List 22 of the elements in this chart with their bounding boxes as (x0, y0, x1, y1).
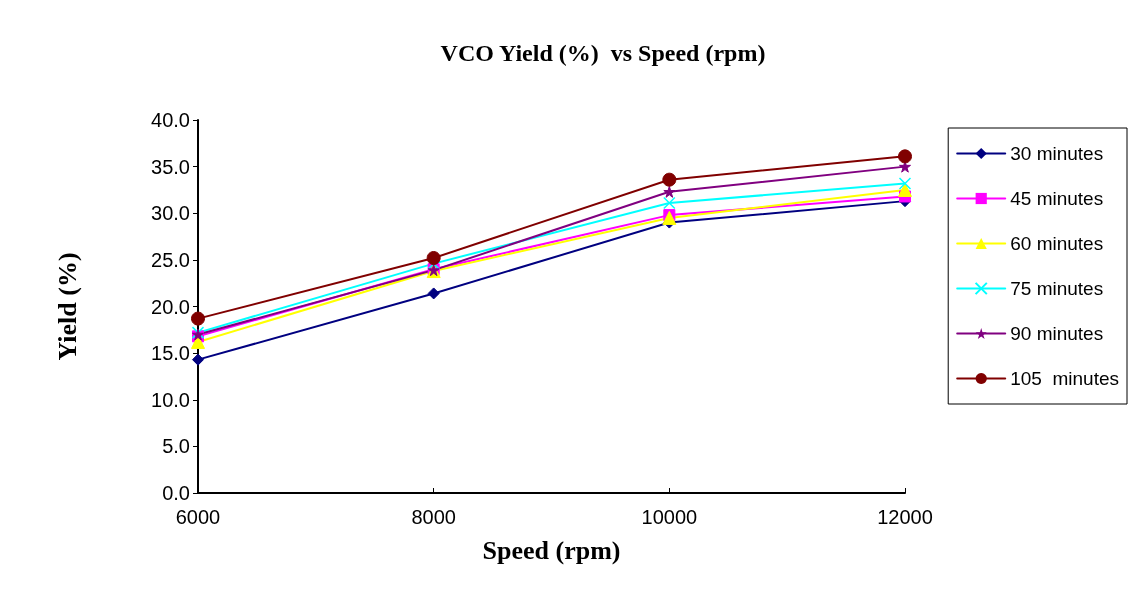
x-tick-label: 12000 (877, 506, 933, 528)
x-axis-title: Speed (rpm) (482, 535, 621, 565)
y-axis-title: Yield (%) (52, 252, 82, 361)
legend-label: 75 minutes (1010, 278, 1104, 299)
y-tick-label: 10.0 (151, 388, 190, 411)
y-tick-label: 5.0 (162, 435, 190, 458)
legend-label: 105 minutes (1010, 368, 1120, 389)
legend-label: 60 minutes (1010, 233, 1104, 254)
y-tick-label: 0.0 (162, 482, 190, 504)
x-tick-label: 6000 (175, 506, 221, 528)
y-tick-label: 35.0 (151, 155, 190, 178)
chart-title: VCO Yield (%) vs Speed (rpm) (440, 40, 766, 66)
y-tick-label: 30.0 (151, 202, 190, 225)
x-tick-label: 8000 (411, 506, 456, 528)
legend-label: 45 minutes (1010, 188, 1104, 209)
y-tick-label: 20.0 (151, 295, 190, 318)
y-tick-label: 25.0 (151, 248, 190, 271)
y-tick-label: 15.0 (151, 342, 190, 365)
legend-label: 30 minutes (1010, 143, 1104, 164)
y-tick-label: 40.0 (151, 109, 190, 131)
legend-label: 90 minutes (1010, 323, 1104, 344)
x-tick-label: 10000 (641, 506, 698, 528)
